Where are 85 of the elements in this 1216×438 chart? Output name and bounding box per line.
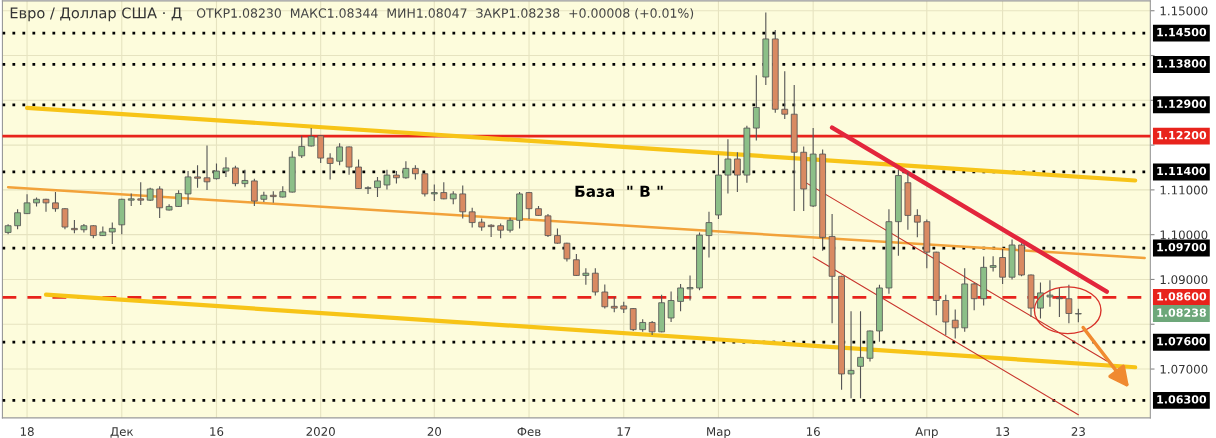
candlestick [298,135,306,159]
candlestick [752,74,760,142]
y-tick-label: 1.07000 [1160,364,1208,374]
candlestick [364,185,372,195]
ref-line-label: 1.12900 [1157,99,1207,109]
candlestick [1046,279,1054,308]
candlestick [184,170,192,205]
candlestick [573,253,580,277]
candlestick [42,198,50,213]
candlestick [14,208,21,230]
y-tick-label: 1.11000 [1160,185,1208,195]
x-tick-label: 16 [210,427,224,437]
candlestick [468,207,476,229]
candlestick [591,267,599,297]
candlestick [857,310,864,399]
candlestick [629,307,637,332]
candlestick [317,134,325,164]
candlestick [705,211,713,259]
candlestick [999,248,1006,285]
candlestick [970,282,978,311]
x-tick-label: Апр [915,427,938,438]
candlestick [601,283,609,310]
candlestick [544,213,552,238]
candlestick [686,274,694,302]
candlestick [156,185,164,219]
x-tick-label: 17 [617,427,631,436]
x-tick-label: 20 [427,427,442,437]
y-tick-label: 1.10000 [1160,230,1208,240]
ref-line-label: 1.13800 [1157,59,1207,68]
candlestick [336,142,343,166]
text: 1.08238 [1157,308,1206,317]
candlestick [52,191,59,213]
candlestick [951,308,959,340]
candlestick [232,165,239,187]
candlestick [487,223,495,238]
candlestick [241,169,249,188]
x-tick-label: 18 [20,427,34,437]
ref-line-label: 1.06300 [1157,395,1207,404]
candlestick [724,138,732,195]
candlestick [421,172,429,198]
text: ОТКР1.08230 МАКС1.08344 МИН1.08047 ЗАКР1.08238 +0.00008 (+0.01%) [196,8,694,20]
candlestick [667,290,675,323]
candlestick [1056,287,1063,318]
ref-line-label: 1.09700 [1157,242,1207,252]
ref-line-label: 1.12200 [1157,130,1207,140]
chart-title: Евро / Доллар США · Д [10,7,182,22]
candlestick [383,169,391,190]
ref-line-label: 1.14500 [1157,27,1207,37]
candlestick [734,151,741,193]
y-tick-label: 1.15000 [1160,6,1208,16]
candlestick [137,181,145,206]
candlestick [108,222,116,245]
x-tick-label: 2020 [306,427,335,437]
x-tick-label: 13 [996,427,1010,437]
ref-line-label: 1.08600 [1157,292,1207,301]
candlestick [345,145,353,176]
candlestick [913,208,921,238]
candlestick [61,207,69,230]
candlestick [582,267,590,286]
candlestick [326,152,334,181]
candlestick [459,184,467,220]
ref-line-label: 1.11400 [1157,166,1207,176]
candlestick [1065,284,1073,324]
x-tick-label: 23 [1071,427,1085,437]
x-tick-label: Фев [517,427,541,437]
x-tick-label: Мар [707,427,731,438]
y-tick-label: 1.09000 [1160,275,1208,285]
candlestick [355,158,362,190]
candlestick [677,283,684,312]
annotation: База " В " [575,185,663,198]
x-tick-label: Дек [110,427,134,438]
candlestick [847,310,855,399]
candlestick [203,144,211,191]
candlestick [989,255,997,272]
candlestick [251,178,258,207]
candlestick [1037,282,1044,319]
ref-line-label: 1.07600 [1157,336,1207,346]
candlestick [525,191,533,220]
candlestick [194,164,201,189]
candlestick [374,176,381,198]
candlestick [942,294,950,336]
candlestick [307,127,315,147]
candlestick [222,156,230,178]
x-tick-label: 16 [806,427,820,437]
candlestick [781,70,789,120]
